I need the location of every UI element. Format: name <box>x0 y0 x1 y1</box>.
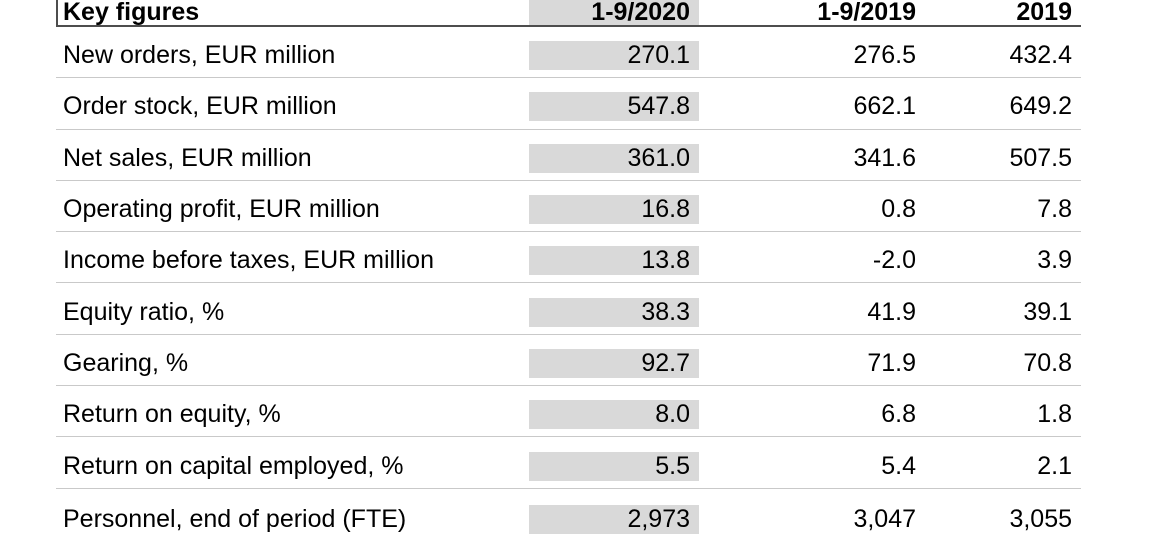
table-row: Gearing, % 92.7 71.9 70.8 <box>56 335 1081 387</box>
row-label: Net sales, EUR million <box>63 143 312 172</box>
value-1-9-2020: 5.5 <box>529 451 699 481</box>
table-row: Operating profit, EUR million 16.8 0.8 7… <box>56 181 1081 233</box>
row-label: Personnel, end of period (FTE) <box>63 504 407 533</box>
value-1-9-2019: 71.9 <box>867 348 916 377</box>
value-1-9-2019: 662.1 <box>853 92 916 121</box>
value-1-9-2019: 276.5 <box>853 41 916 70</box>
table-row: Order stock, EUR million 547.8 662.1 649… <box>56 78 1081 130</box>
table-row: Personnel, end of period (FTE) 2,973 3,0… <box>56 489 1081 543</box>
value-2019: 649.2 <box>1009 92 1072 121</box>
header-col-1-9-2020: 1-9/2020 <box>529 0 699 25</box>
row-label: Order stock, EUR million <box>63 92 337 121</box>
header-col-1-9-2019: 1-9/2019 <box>817 0 916 25</box>
value-1-9-2019: 341.6 <box>853 143 916 172</box>
table-header-row: Key figures 1-9/2020 1-9/2019 2019 <box>56 0 1081 27</box>
header-col-2019: 2019 <box>1016 0 1072 25</box>
value-1-9-2019: 41.9 <box>867 297 916 326</box>
value-1-9-2020: 361.0 <box>529 143 699 173</box>
value-2019: 432.4 <box>1009 41 1072 70</box>
row-label: Operating profit, EUR million <box>63 195 380 224</box>
value-1-9-2020: 16.8 <box>529 195 699 225</box>
value-1-9-2019: 5.4 <box>881 451 916 480</box>
value-2019: 3,055 <box>1009 504 1072 533</box>
value-1-9-2019: 0.8 <box>881 195 916 224</box>
value-2019: 3.9 <box>1037 246 1072 275</box>
value-2019: 507.5 <box>1009 143 1072 172</box>
row-label: Gearing, % <box>63 348 189 377</box>
table-row: Net sales, EUR million 361.0 341.6 507.5 <box>56 130 1081 181</box>
value-1-9-2019: -2.0 <box>872 246 916 275</box>
table-row: Return on equity, % 8.0 6.8 1.8 <box>56 386 1081 438</box>
value-1-9-2020: 92.7 <box>529 348 699 378</box>
row-label: Income before taxes, EUR million <box>63 246 434 275</box>
value-2019: 2.1 <box>1037 451 1072 480</box>
value-2019: 39.1 <box>1023 297 1072 326</box>
value-1-9-2020: 13.8 <box>529 246 699 276</box>
table-row: Income before taxes, EUR million 13.8 -2… <box>56 232 1081 284</box>
value-2019: 1.8 <box>1037 400 1072 429</box>
value-2019: 70.8 <box>1023 348 1072 377</box>
value-1-9-2020: 270.1 <box>529 41 699 71</box>
value-1-9-2020: 547.8 <box>529 92 699 122</box>
key-figures-table: Key figures 1-9/2020 1-9/2019 2019 New o… <box>56 0 1081 540</box>
table-row: Return on capital employed, % 5.5 5.4 2.… <box>56 437 1081 489</box>
value-2019: 7.8 <box>1037 195 1072 224</box>
row-label: Return on capital employed, % <box>63 451 404 480</box>
value-1-9-2019: 3,047 <box>853 504 916 533</box>
value-1-9-2020: 8.0 <box>529 400 699 430</box>
row-label: New orders, EUR million <box>63 41 336 70</box>
value-1-9-2019: 6.8 <box>881 400 916 429</box>
row-label: Equity ratio, % <box>63 297 225 326</box>
header-key-figures: Key figures <box>56 0 529 25</box>
value-1-9-2020: 38.3 <box>529 297 699 327</box>
row-label: Return on equity, % <box>63 400 281 429</box>
value-1-9-2020: 2,973 <box>529 504 699 534</box>
table-body: New orders, EUR million 270.1 276.5 432.… <box>56 27 1081 543</box>
table-row: New orders, EUR million 270.1 276.5 432.… <box>56 27 1081 79</box>
table-row: Equity ratio, % 38.3 41.9 39.1 <box>56 283 1081 335</box>
